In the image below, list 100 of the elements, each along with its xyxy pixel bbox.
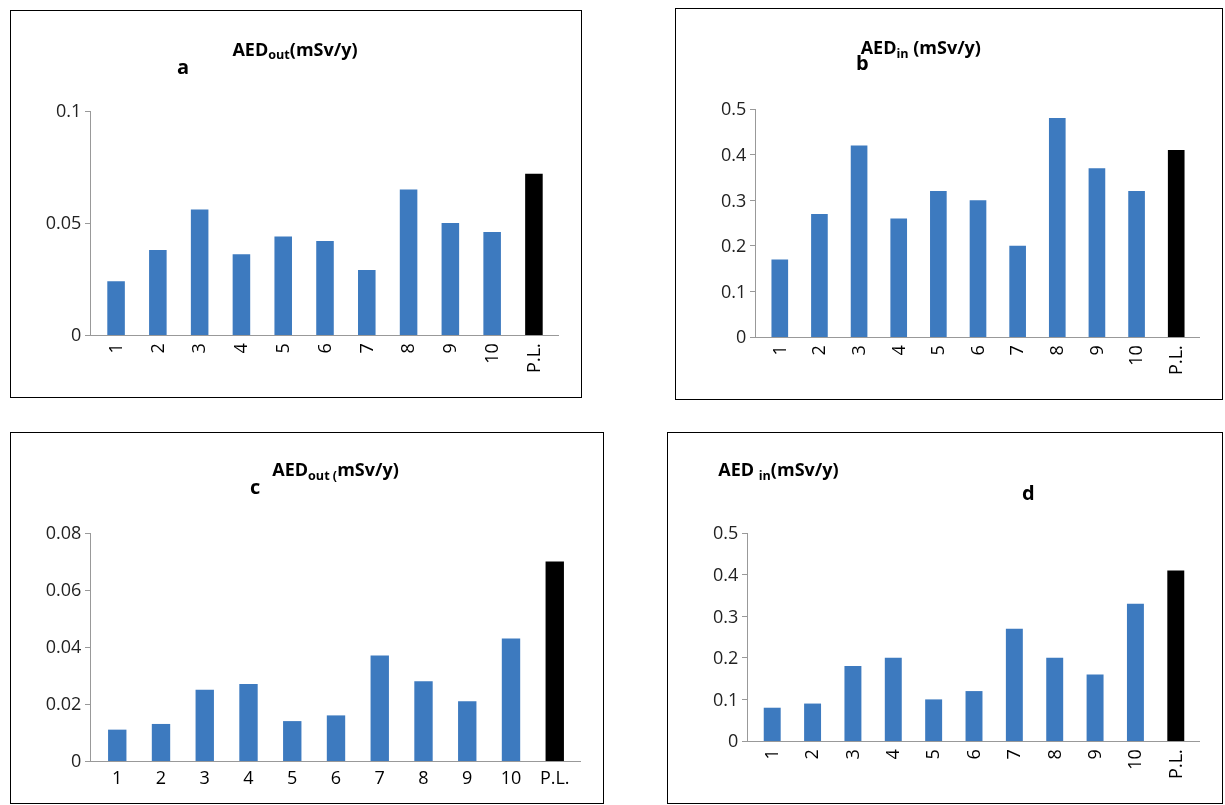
x-tick-label: 9 (1081, 749, 1106, 760)
bar (1167, 570, 1185, 741)
bar (1088, 168, 1106, 337)
y-tick-label: 0.5 (721, 96, 747, 121)
x-tick-label: 6 (960, 749, 985, 760)
bar (274, 236, 292, 335)
x-tick-label: 3 (845, 345, 870, 356)
x-tick-label: 6 (964, 345, 989, 356)
x-tick-label: 8 (418, 764, 429, 789)
bar (969, 200, 987, 337)
bar (965, 691, 983, 741)
bar (1086, 674, 1104, 741)
bar (190, 209, 209, 335)
y-tick-label: 0.4 (713, 561, 739, 586)
x-tick-label: 6 (330, 764, 342, 789)
bar (525, 173, 543, 335)
y-tick-label: 0.08 (45, 520, 82, 545)
y-tick-label: 0.5 (713, 520, 739, 545)
bar (1126, 603, 1144, 741)
bar (890, 218, 908, 337)
bar (850, 145, 868, 337)
y-tick-label: 0.05 (45, 210, 82, 235)
bar (107, 281, 125, 335)
x-tick-label: P.L. (539, 764, 570, 789)
x-tick-label: 9 (1083, 345, 1108, 356)
x-tick-label: 4 (243, 764, 254, 789)
bar (399, 189, 418, 335)
x-tick-label: 2 (144, 343, 169, 354)
y-tick-label: 0.02 (45, 691, 82, 716)
x-tick-label: 4 (885, 345, 910, 356)
bar (1009, 245, 1026, 337)
y-tick-label: 0 (736, 324, 747, 349)
x-tick-label: 4 (880, 749, 905, 760)
bar (844, 666, 862, 741)
bar (483, 231, 501, 335)
bar (232, 254, 251, 335)
text: a (177, 53, 190, 80)
y-tick-label: 0 (728, 728, 739, 753)
x-tick-label: 5 (920, 749, 945, 760)
bar (811, 213, 828, 337)
x-tick-label: 7 (1001, 749, 1026, 760)
bar (195, 689, 214, 761)
y-tick-label: 0 (71, 322, 82, 347)
x-tick-label: 6 (311, 343, 336, 354)
x-tick-label: 10 (500, 764, 522, 789)
bar (151, 723, 171, 761)
bar (283, 721, 302, 761)
x-tick-label: 9 (437, 343, 462, 354)
x-tick-label: 8 (1044, 345, 1069, 356)
y-tick-label: 0.1 (56, 98, 82, 123)
y-tick-label: 0.1 (713, 686, 739, 711)
x-tick-label: 3 (199, 764, 210, 789)
y-tick-label: 0 (71, 748, 82, 773)
bar (545, 561, 564, 761)
x-tick-label: 10 (1122, 749, 1147, 770)
bar (925, 699, 943, 741)
bar (149, 249, 167, 335)
bar (326, 715, 346, 761)
x-tick-label: 1 (102, 343, 127, 354)
text: d (1022, 479, 1035, 506)
bar (458, 701, 477, 761)
x-tick-label: P.L. (520, 343, 545, 373)
bar (763, 707, 781, 741)
x-tick-label: 8 (395, 343, 420, 354)
x-tick-label: 1 (766, 345, 791, 356)
x-tick-label: 7 (1004, 345, 1029, 356)
x-tick-label: 9 (462, 764, 473, 789)
x-tick-label: 2 (806, 345, 831, 356)
bar (501, 638, 521, 761)
x-tick-label: 8 (1041, 749, 1066, 760)
chart-title: AED $_{in}$(mSv/y) (718, 457, 839, 484)
y-tick-label: 0.3 (721, 187, 747, 212)
x-tick-label: 10 (478, 343, 503, 364)
y-tick-label: 0.3 (713, 603, 739, 628)
x-tick-label: 5 (925, 345, 950, 356)
x-tick-label: 10 (1123, 345, 1148, 366)
bar (358, 270, 376, 335)
y-tick-label: 0.06 (45, 577, 82, 602)
x-tick-label: 3 (186, 343, 211, 354)
text: c (250, 473, 261, 500)
y-tick-label: 0.1 (721, 278, 747, 303)
x-tick-label: 5 (287, 764, 298, 789)
chart-title: AED$_{out (}$mSv/y) (272, 457, 399, 484)
bar (1048, 118, 1066, 337)
bar (884, 657, 902, 741)
bar (930, 191, 947, 337)
x-tick-label: 4 (228, 343, 253, 354)
x-tick-label: 1 (759, 749, 784, 760)
bar (1046, 657, 1064, 741)
y-tick-label: 0.04 (45, 634, 82, 659)
bar (771, 259, 789, 337)
bar (239, 684, 258, 761)
bar (370, 655, 389, 761)
bar (108, 729, 127, 761)
bar (316, 240, 334, 335)
x-tick-label: P.L. (1162, 749, 1187, 779)
x-tick-label: 2 (799, 749, 824, 760)
bar (804, 703, 822, 741)
bar (1167, 150, 1185, 337)
x-tick-label: 1 (112, 764, 123, 789)
